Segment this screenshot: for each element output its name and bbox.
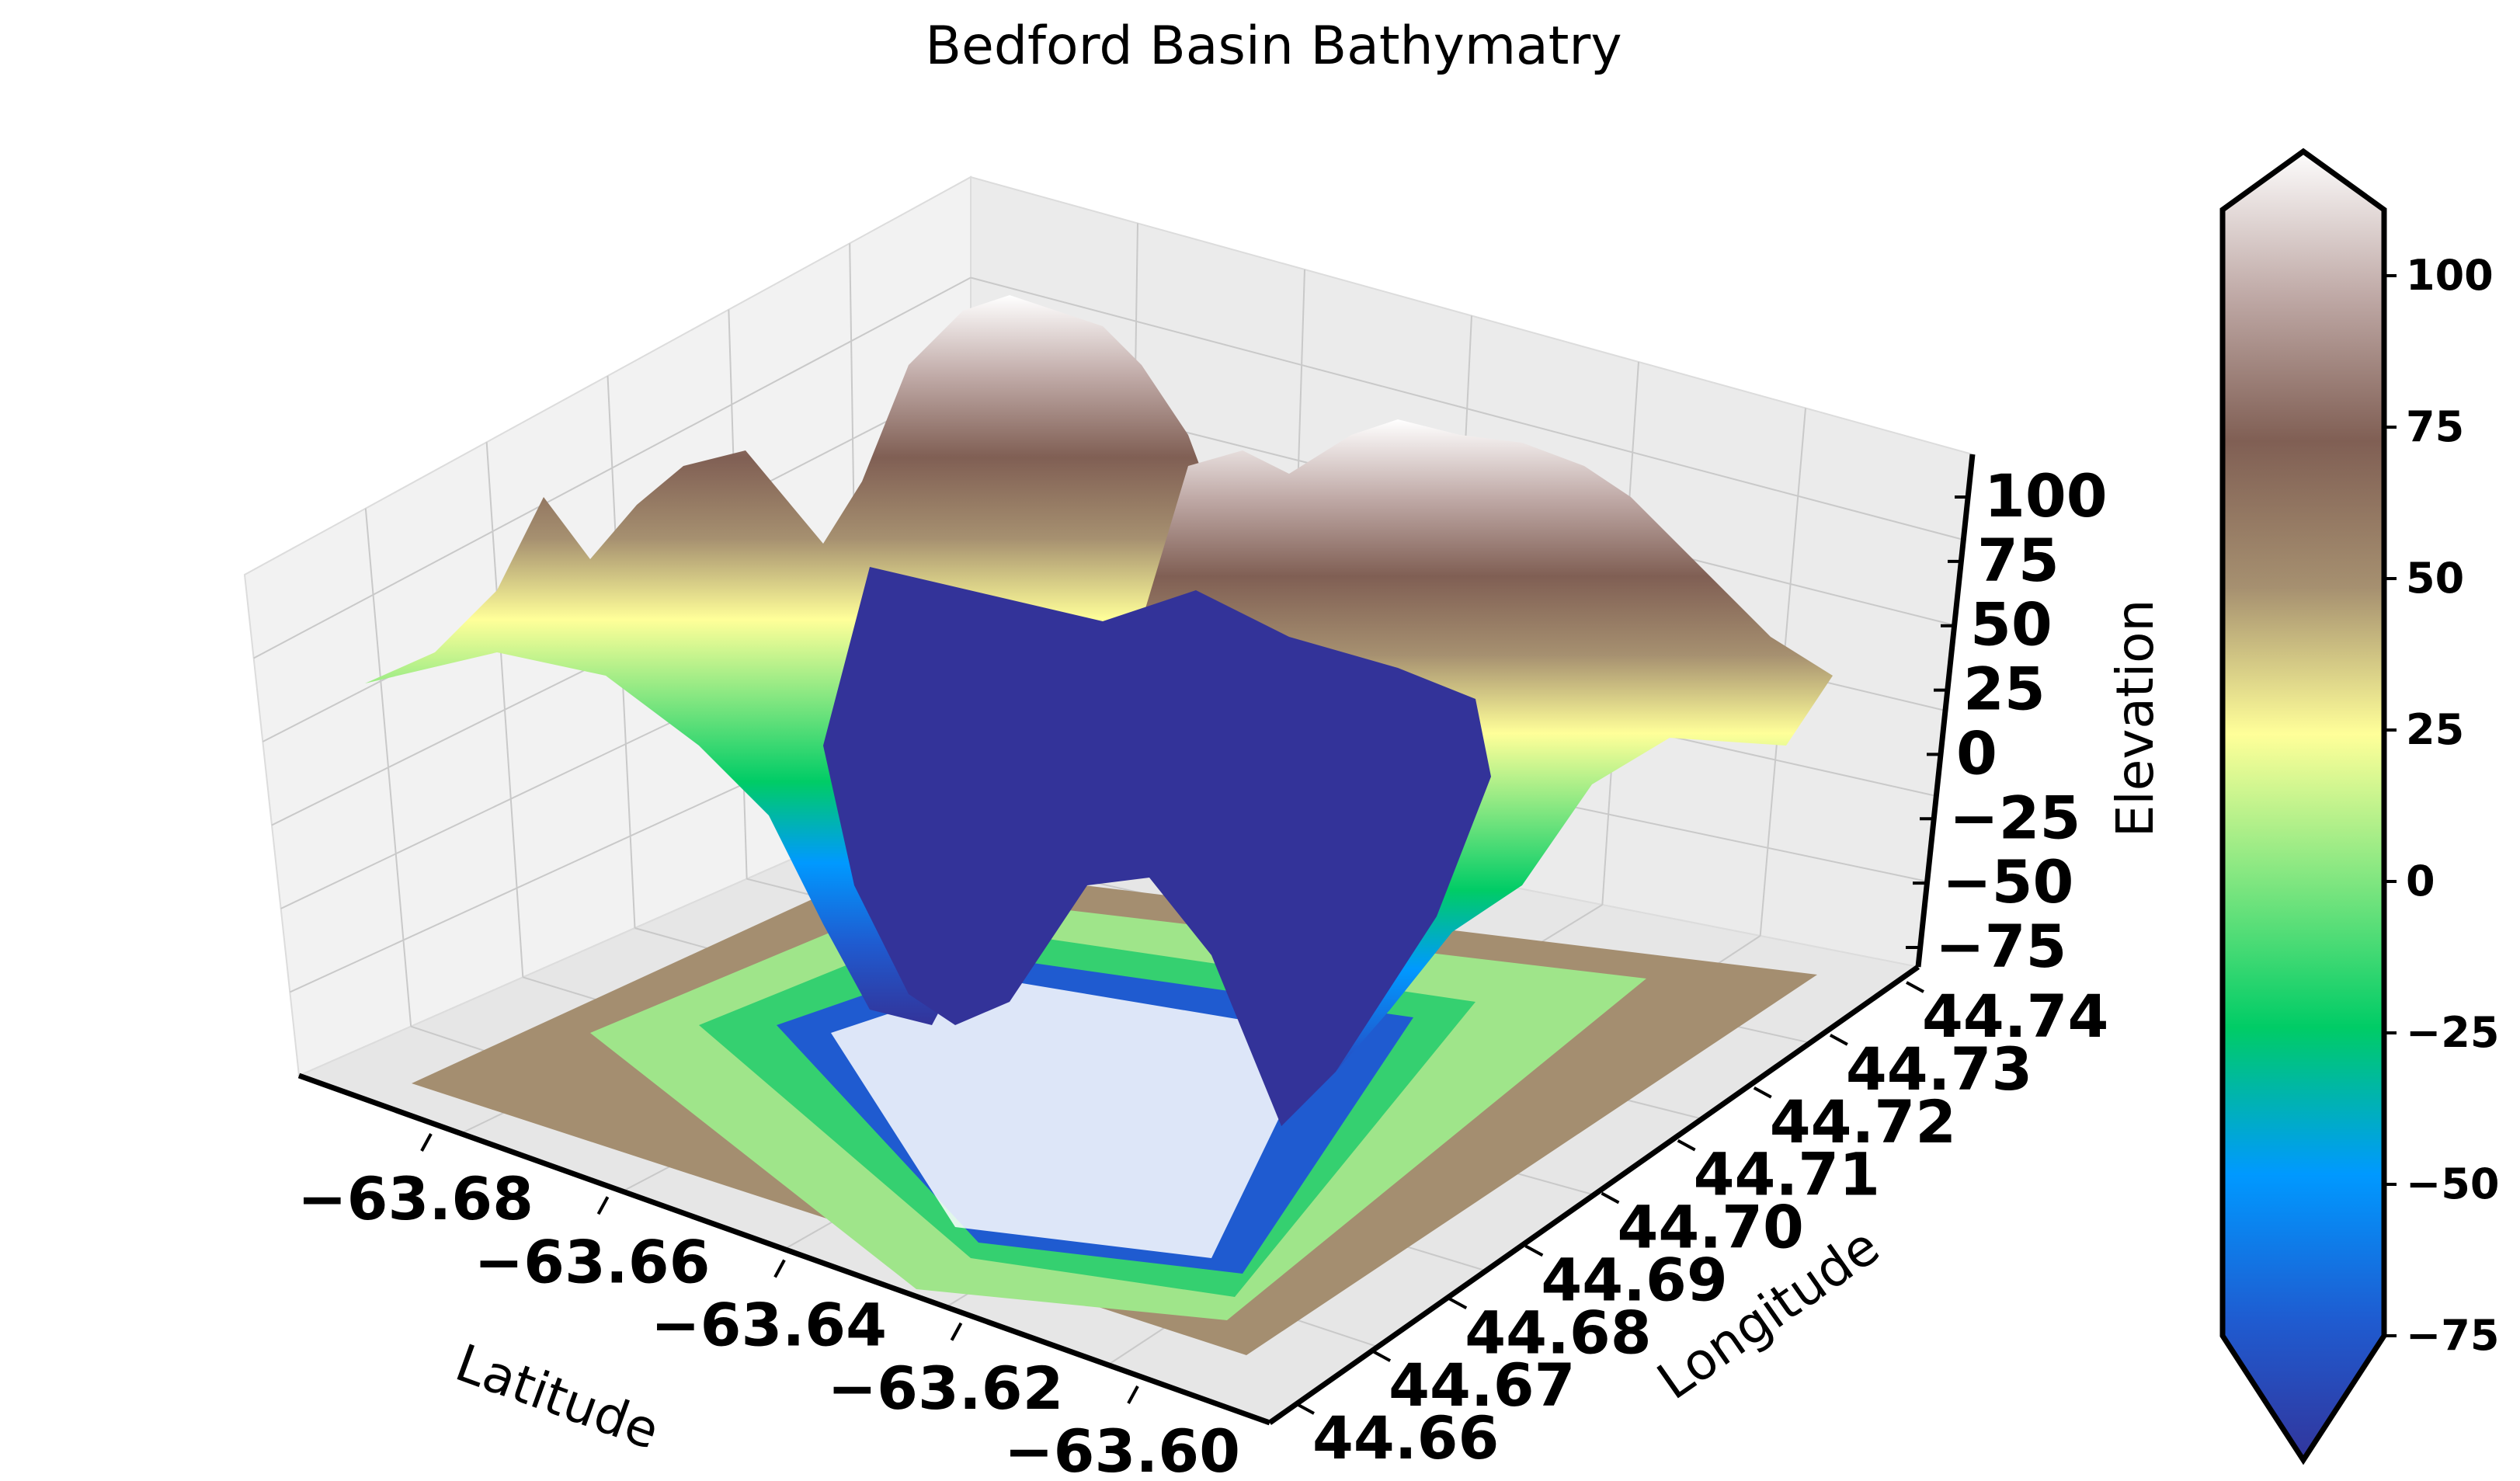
axis-lines: [297, 454, 1976, 1426]
y-tick-label: 44.74: [1922, 982, 2108, 1051]
x-axis-line: [297, 1073, 1271, 1426]
colorbar-tick-label: 0: [2406, 857, 2435, 906]
z-axis-line: [1915, 454, 1976, 968]
z-tick-label: 25: [1963, 655, 2046, 724]
x-tick-mark: [773, 1259, 786, 1278]
surface-trough: [823, 567, 1491, 1126]
colorbar-tick-label: 25: [2406, 705, 2464, 754]
z-tick-label: 0: [1956, 718, 1997, 787]
y-tick-mark: [1296, 1403, 1315, 1415]
z-tick-label: 75: [1977, 526, 2059, 595]
x-tick-label: −63.66: [474, 1227, 710, 1296]
y-tick-label: 44.73: [1846, 1034, 2032, 1104]
y-tick-mark: [1906, 981, 1924, 993]
y-tick-mark: [1677, 1139, 1696, 1152]
x-axis-label: Latitude: [448, 1333, 667, 1461]
z-tick-label: 50: [1970, 590, 2052, 659]
y-axis-line: [1267, 965, 1920, 1425]
z-tick-label: −75: [1935, 912, 2066, 981]
x-tick-label: −63.68: [297, 1164, 534, 1233]
y-tick-label: 44.68: [1465, 1298, 1651, 1367]
y-tick-mark: [1448, 1297, 1468, 1310]
colorbar-tick-label: −75: [2406, 1311, 2499, 1360]
z-axis-label: Elevation: [2105, 600, 2165, 838]
x-tick-label: −63.64: [651, 1291, 887, 1360]
x-tick-mark: [1127, 1385, 1139, 1404]
x-tick-label: −63.62: [827, 1354, 1063, 1423]
colorbar-tick-label: 100: [2406, 251, 2494, 300]
colorbar-tick-label: 50: [2406, 554, 2464, 603]
y-tick-label: 44.70: [1618, 1193, 1804, 1262]
z-tick-label: −25: [1949, 783, 2080, 852]
y-tick-label: 44.72: [1770, 1087, 1956, 1156]
colorbar-tick-label: 75: [2406, 402, 2464, 451]
y-tick-label: 44.69: [1541, 1245, 1727, 1314]
surface-plot: [365, 295, 1833, 1126]
chart-title: Bedford Basin Bathymatry: [925, 16, 1621, 77]
colorbar-ticks: −75 −50 −25 0 25 50 75 100: [2384, 251, 2499, 1360]
colorbar-fill: [2223, 151, 2384, 1460]
y-tick-mark: [1524, 1244, 1544, 1257]
x-ticks: −63.68−63.66−63.64−63.62−63.60: [297, 1133, 1240, 1481]
colorbar-outline: [2219, 148, 2387, 1465]
z-tick-label: 100: [1984, 461, 2108, 530]
x-tick-label: −63.60: [1004, 1417, 1240, 1481]
floor-band-deep: [831, 979, 1320, 1258]
colorbar-tick-label: −25: [2406, 1008, 2499, 1057]
z-tick-label: −50: [1942, 847, 2073, 916]
y-tick-label: 44.67: [1389, 1351, 1575, 1420]
colorbar: −75 −50 −25 0 25 50 75 100: [2219, 148, 2499, 1465]
x-tick-mark: [596, 1196, 610, 1215]
y-tick-mark: [1829, 1034, 1848, 1046]
x-tick-mark: [950, 1322, 963, 1341]
x-tick-mark: [420, 1133, 433, 1152]
y-tick-mark: [1753, 1086, 1772, 1099]
y-tick-mark: [1372, 1350, 1392, 1362]
y-tick-label: 44.66: [1312, 1403, 1499, 1472]
y-tick-label: 44.71: [1694, 1140, 1880, 1209]
y-tick-mark: [1601, 1191, 1620, 1205]
colorbar-tick-label: −50: [2406, 1159, 2499, 1208]
y-ticks: 44.6644.6744.6844.6944.7044.7144.7244.73…: [1296, 981, 2108, 1472]
